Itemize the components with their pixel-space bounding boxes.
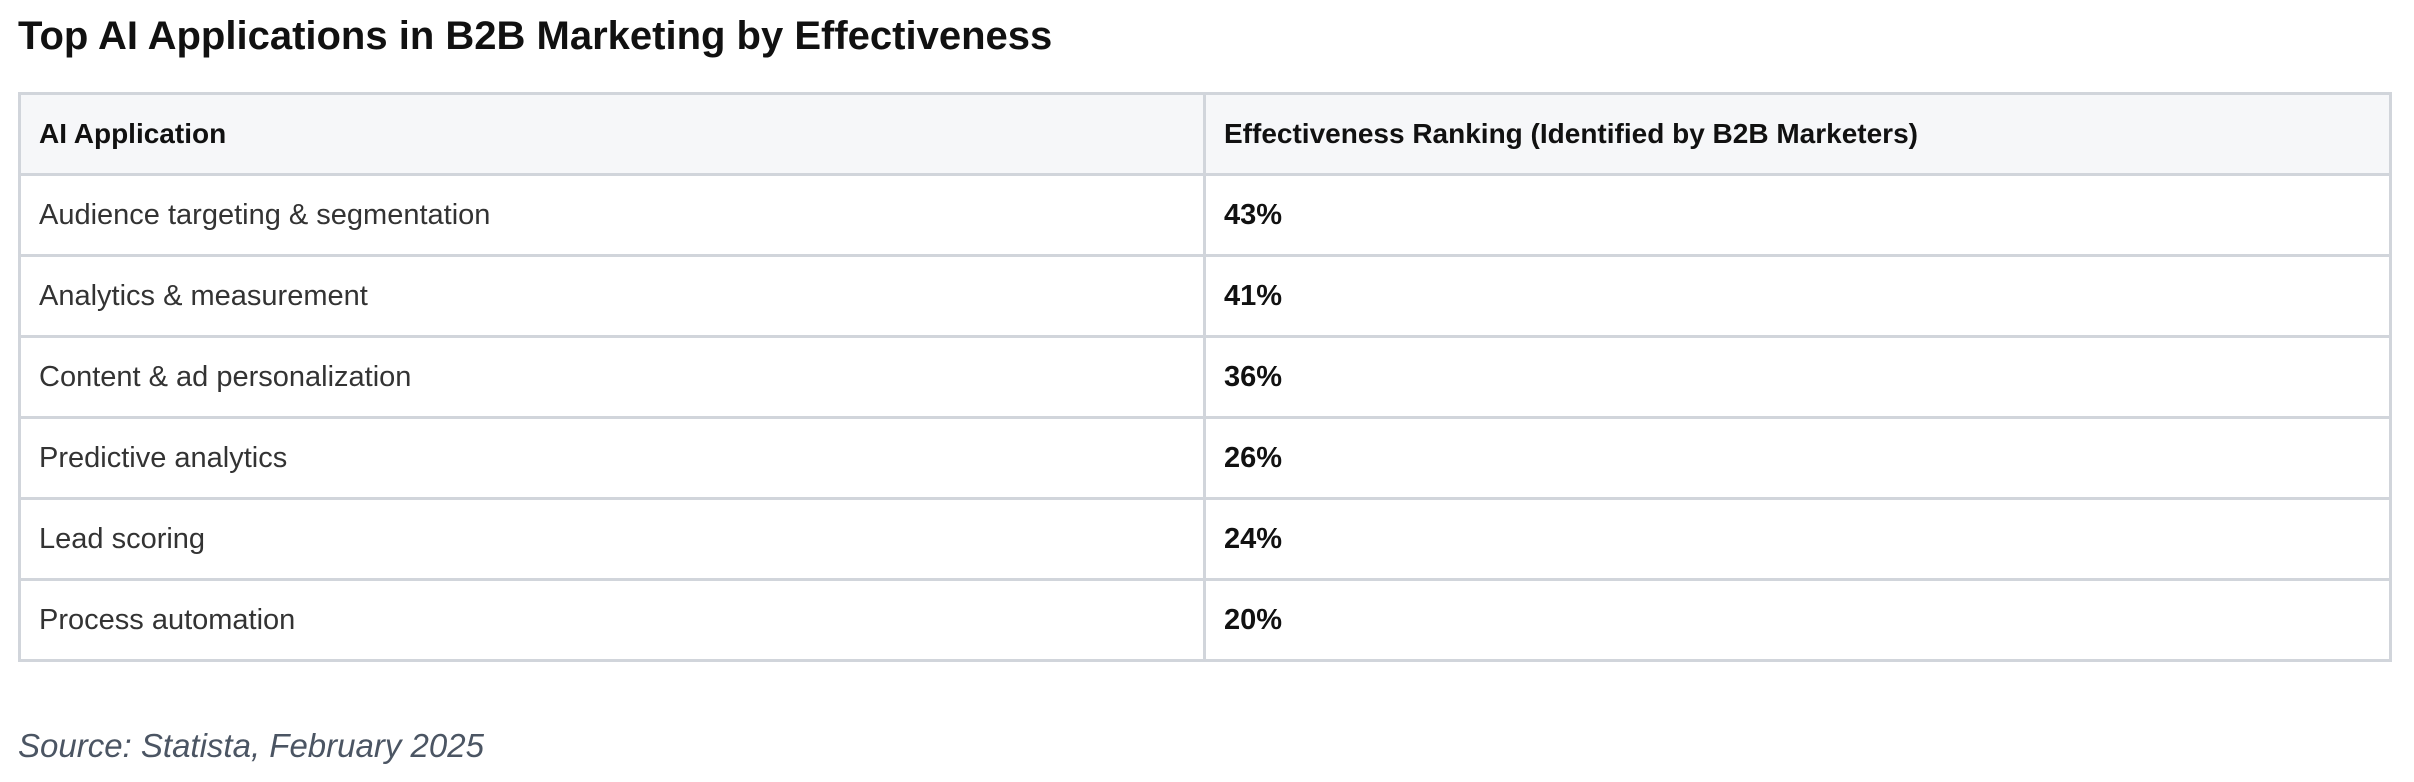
application-cell: Analytics & measurement: [18, 254, 1206, 338]
table-row: Lead scoring 24%: [18, 497, 2392, 581]
column-header-ai-application: AI Application: [18, 92, 1206, 176]
ranking-cell: 20%: [1203, 578, 2392, 662]
page-title: Top AI Applications in B2B Marketing by …: [18, 14, 1053, 58]
application-cell: Lead scoring: [18, 497, 1206, 581]
source-note: Source: Statista, February 2025: [18, 727, 484, 764]
table-header-row: AI Application Effectiveness Ranking (Id…: [18, 92, 2392, 176]
application-cell: Audience targeting & segmentation: [18, 173, 1206, 257]
application-cell: Content & ad personalization: [18, 335, 1206, 419]
table-row: Process automation 20%: [18, 578, 2392, 662]
effectiveness-table: AI Application Effectiveness Ranking (Id…: [18, 92, 2392, 662]
table-row: Audience targeting & segmentation 43%: [18, 173, 2392, 257]
ranking-cell: 36%: [1203, 335, 2392, 419]
table-row: Analytics & measurement 41%: [18, 254, 2392, 338]
column-header-effectiveness-ranking: Effectiveness Ranking (Identified by B2B…: [1203, 92, 2392, 176]
ranking-cell: 43%: [1203, 173, 2392, 257]
table-row: Predictive analytics 26%: [18, 416, 2392, 500]
table-row: Content & ad personalization 36%: [18, 335, 2392, 419]
ranking-cell: 26%: [1203, 416, 2392, 500]
application-cell: Process automation: [18, 578, 1206, 662]
application-cell: Predictive analytics: [18, 416, 1206, 500]
ranking-cell: 24%: [1203, 497, 2392, 581]
ranking-cell: 41%: [1203, 254, 2392, 338]
